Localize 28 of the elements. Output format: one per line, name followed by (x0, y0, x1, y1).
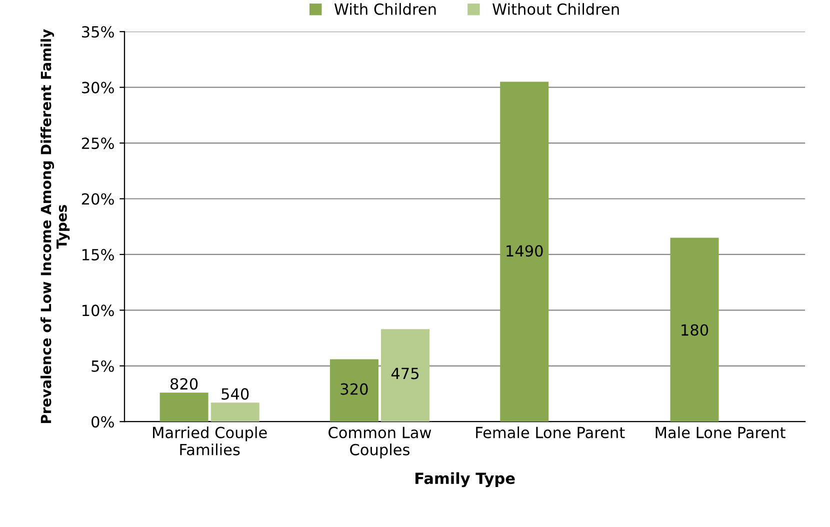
y-tick-label: 0% (92, 416, 114, 428)
annotation: 475 (391, 368, 418, 380)
bar (381, 329, 430, 422)
annotation: 320 (340, 383, 368, 395)
y-tick-label: 15% (82, 248, 114, 260)
x-tick-label: Married Couple Families (153, 426, 267, 456)
x-tick-label: Common Law Couples (328, 426, 432, 458)
annotation: 1490 (506, 245, 543, 257)
y-tick-label: 30% (82, 82, 114, 94)
x-tick-label: Female Lone Parent (476, 426, 625, 438)
y-tick-label: 25% (82, 138, 114, 150)
bar (160, 392, 208, 422)
y-axis-title: Prevalence of Low Income Among Different Family Types (40, 29, 70, 424)
y-tick-label: 20% (82, 193, 114, 205)
annotation: 820 (170, 378, 198, 390)
annotation: 180 (682, 324, 708, 336)
bar (670, 238, 719, 422)
y-tick-label: 5% (92, 360, 114, 372)
y-tick-label: 35% (82, 26, 114, 38)
legend-label: Without Children (492, 3, 619, 15)
bar (330, 359, 378, 422)
x-tick-label: Male Lone Parent (656, 426, 786, 438)
bar (210, 402, 260, 422)
bar (500, 82, 549, 422)
annotation: 540 (222, 388, 249, 400)
y-tick-label: 10% (82, 304, 114, 316)
legend-label: With Children (334, 3, 436, 15)
x-axis-title: Family Type (416, 472, 515, 488)
